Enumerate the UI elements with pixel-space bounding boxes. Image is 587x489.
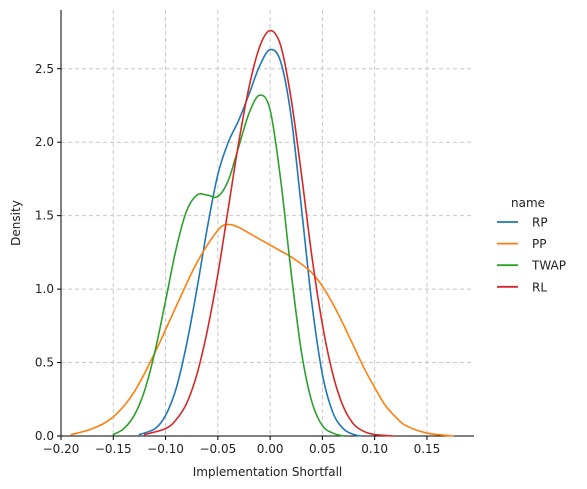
series-lines [70, 29, 454, 437]
y-tick-label: 1.5 [35, 209, 54, 223]
series-line-rl [143, 29, 395, 437]
legend: name RP PP TWAP RL [497, 196, 566, 294]
y-tick-label: 1.0 [35, 282, 54, 296]
grid [60, 10, 474, 437]
x-axis-label: Implementation Shortfall [193, 465, 343, 479]
legend-label-rp: RP [532, 216, 548, 230]
x-tick-label: 0.10 [361, 442, 388, 456]
y-tick-label: 2.5 [35, 62, 54, 76]
series-line-pp [70, 223, 454, 437]
y-tick-label: 0.0 [35, 429, 54, 443]
x-tick-label: −0.10 [147, 442, 184, 456]
legend-label-twap: TWAP [531, 259, 566, 273]
legend-label-rl: RL [532, 280, 547, 294]
y-axis-label: Density [9, 200, 23, 246]
x-tick-label: −0.20 [43, 442, 80, 456]
x-tick-label: 0.05 [309, 442, 336, 456]
x-tick-label: 0.15 [414, 442, 441, 456]
y-tick-label: 2.0 [35, 135, 54, 149]
tick-labels: −0.20 −0.15 −0.10 −0.05 0.00 0.05 0.10 0.15 0.0 0… [35, 62, 440, 456]
legend-label-pp: PP [532, 237, 546, 251]
axes [57, 10, 474, 440]
y-tick-label: 0.5 [35, 356, 54, 370]
x-tick-label: 0.00 [257, 442, 284, 456]
x-tick-label: −0.15 [95, 442, 132, 456]
series-line-rp [138, 48, 362, 437]
series-line-twap [112, 94, 345, 437]
legend-title: name [511, 196, 545, 210]
x-tick-label: −0.05 [199, 442, 236, 456]
